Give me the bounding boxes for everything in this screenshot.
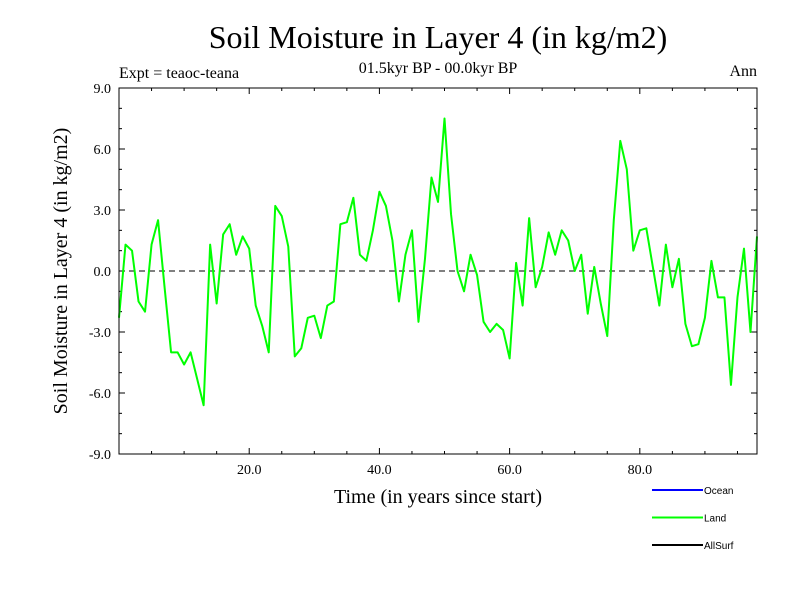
legend-label-land: Land (704, 514, 726, 525)
y-tick-label: -6.0 (89, 387, 111, 402)
legend: Ocean Land AllSurf (652, 486, 734, 552)
y-tick-label: 9.0 (94, 82, 112, 97)
series-group (118, 117, 758, 407)
x-tick-label: 20.0 (237, 463, 262, 478)
y-axis-label: Soil Moisture in Layer 4 (in kg/m2) (50, 128, 72, 415)
y-tick-label: -3.0 (89, 326, 111, 341)
chart-title: Soil Moisture in Layer 4 (in kg/m2) (209, 19, 668, 55)
y-tick-label: -9.0 (89, 448, 111, 463)
y-tick-label: 6.0 (94, 143, 112, 158)
x-tick-label: 40.0 (367, 463, 392, 478)
y-tick-label: 3.0 (94, 204, 112, 219)
experiment-label: Expt = teaoc-teana (119, 65, 239, 82)
x-axis-label: Time (in years since start) (334, 486, 542, 508)
series-line-land (118, 117, 758, 407)
chart-subtitle: 01.5kyr BP - 00.0kyr BP (359, 60, 518, 77)
plot-frame (118, 87, 758, 455)
legend-label-allsurf: AllSurf (704, 541, 734, 552)
season-label: Ann (729, 63, 757, 80)
legend-label-ocean: Ocean (704, 486, 733, 497)
y-tick-label: 0.0 (94, 265, 112, 280)
x-tick-label: 60.0 (497, 463, 522, 478)
x-tick-label: 80.0 (628, 463, 653, 478)
